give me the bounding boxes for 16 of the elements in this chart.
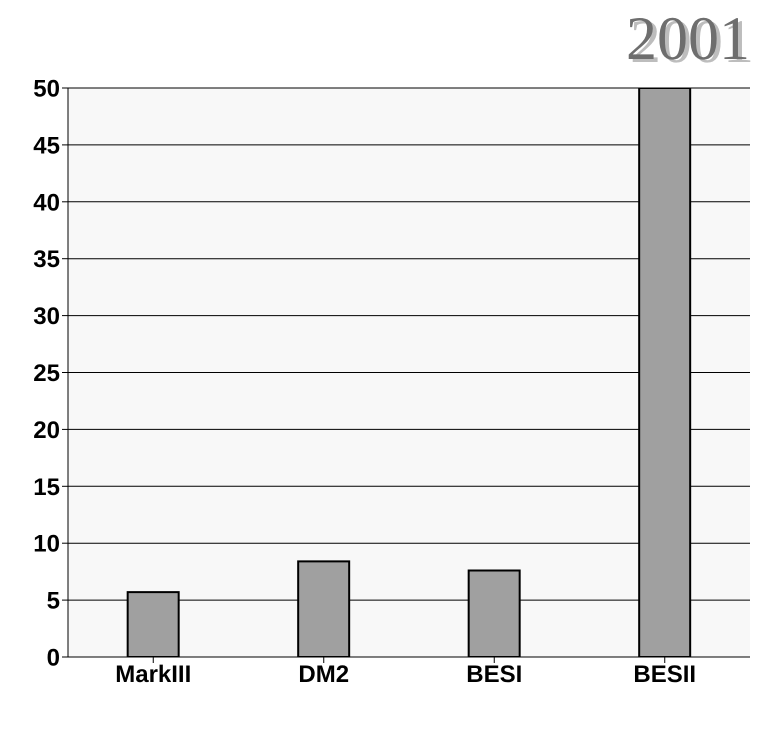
x-tick-label: DM2 [298,661,350,688]
y-tick-label: 10 [33,530,60,558]
y-tick-label: 25 [33,360,60,388]
y-tick-label: 45 [33,132,60,160]
chart-title: 2001 [626,5,750,73]
y-tick-label: 40 [33,189,60,216]
y-tick-label: 50 [33,76,60,103]
y-tick-label: 30 [33,303,60,330]
x-tick-label: BESII [633,661,696,688]
x-tick-label: MarkIII [115,661,192,688]
y-tick-label: 35 [33,246,60,274]
y-tick-label: 5 [46,588,60,615]
y-tick-label: 15 [33,474,60,501]
y-tick-label: 20 [33,416,60,444]
x-tick-label: BESI [466,661,522,688]
y-tick-label: 0 [46,644,60,672]
